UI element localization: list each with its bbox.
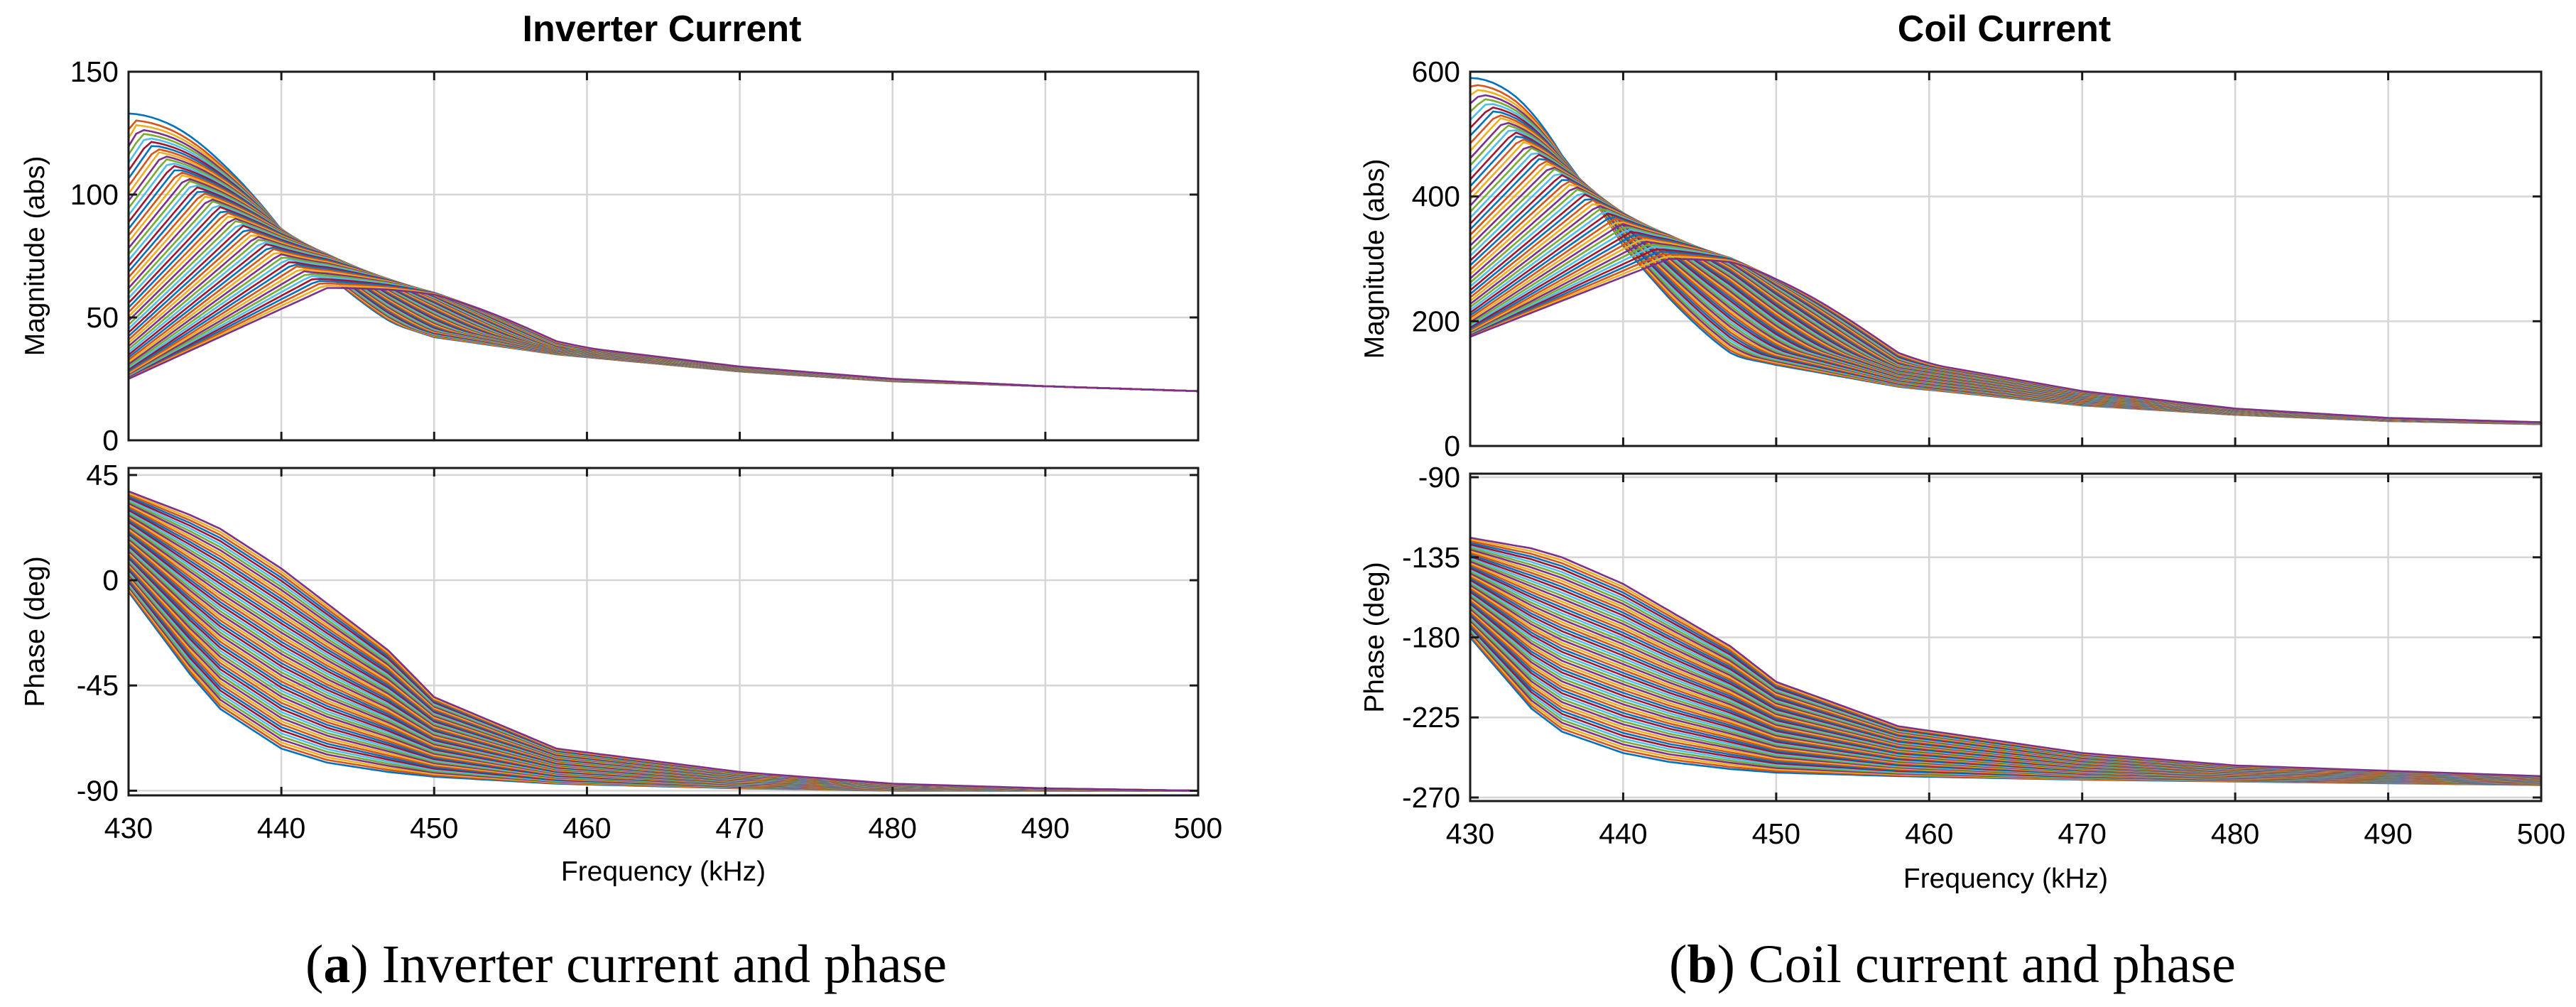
x-tick-label: 430 [1446,817,1494,850]
series-line [129,490,1198,792]
plot-frame [1469,70,2543,447]
y-tick-label: 0 [102,564,119,597]
series-line [1470,536,2541,778]
series-line [129,282,1198,393]
y-tick-label: -180 [1402,621,1460,654]
series-line [129,576,1198,792]
y-tick-label: -90 [77,774,119,807]
series-group [129,490,1198,792]
chart-a-mag: 0 50 100 150 Inverter Current Magnitude (abs) [20,9,1200,457]
y-tick-label: 600 [1412,55,1460,88]
x-tick-label: 450 [1752,817,1800,850]
chart-title: Inverter Current [523,9,802,50]
x-axis-label: Frequency (kHz) [561,856,766,887]
y-axis-label: Phase (deg) [20,556,50,707]
y-tick-label: 200 [1412,305,1460,337]
x-tick-label: 500 [1174,812,1222,844]
series-line [129,284,1198,393]
series-line [129,275,1198,393]
series-line [129,280,1198,393]
y-tick-label: 100 [70,178,119,211]
y-axis-label: Magnitude (abs) [1359,159,1390,359]
series-line [129,256,1198,393]
y-tick-label: 45 [86,459,119,491]
series-line [129,492,1198,792]
y-tick-label: 400 [1412,180,1460,213]
x-tick-label: 470 [715,812,763,844]
series-line [129,265,1198,393]
y-tick-label: 50 [86,301,119,334]
x-tick-label: 490 [2364,817,2412,850]
x-tick-label: 440 [257,812,305,844]
x-tick-label: 480 [869,812,917,844]
series-line [129,287,1198,393]
series-line [129,251,1198,393]
y-tick-label: -90 [1418,461,1460,494]
x-tick-label: 450 [410,812,458,844]
x-tick-label: 430 [104,812,153,844]
series-line [1470,98,2541,425]
caption-a: (a) Inverter current and phase [305,935,947,994]
series-line [129,246,1198,393]
x-tick-label: 480 [2211,817,2259,850]
series-line [129,569,1198,792]
series-line [129,497,1198,792]
y-tick-label: 150 [70,55,119,88]
series-line [129,137,1198,393]
y-tick-label: -135 [1402,541,1460,574]
plot-frame [127,467,1200,797]
series-group [1470,536,2541,786]
x-tick-label: 500 [2517,817,2565,850]
chart-title: Coil Current [1898,9,2111,50]
series-line [129,261,1198,393]
series-group [1470,77,2541,425]
caption-b: (b) Coil current and phase [1669,935,2236,994]
x-tick-label: 460 [563,812,611,844]
series-group [129,112,1198,393]
series-line [129,516,1198,792]
y-tick-label: -45 [77,669,119,702]
y-tick-label: -225 [1402,701,1460,734]
y-tick-label: -270 [1402,781,1460,814]
y-axis-label: Phase (deg) [1359,562,1390,712]
series-line [129,582,1198,792]
x-tick-label: 470 [2058,817,2107,850]
x-tick-label: 440 [1599,817,1647,850]
y-tick-label: 0 [1444,430,1460,462]
series-line [129,270,1198,393]
series-line [1470,107,2541,425]
series-line [129,156,1198,393]
y-axis-label: Magnitude (abs) [20,156,50,356]
series-line [129,533,1198,792]
series-line [129,145,1198,393]
series-line [1470,258,2541,423]
plot-frame [127,70,1200,442]
x-tick-label: 460 [1905,817,1953,850]
series-line [129,129,1198,393]
y-tick-label: 0 [102,424,119,457]
x-axis-label: Frequency (kHz) [1903,864,2108,894]
chart-b-mag: 0 200 400 600 Coil Current Magnitude (abs) [1359,9,2543,462]
x-tick-label: 490 [1021,812,1070,844]
